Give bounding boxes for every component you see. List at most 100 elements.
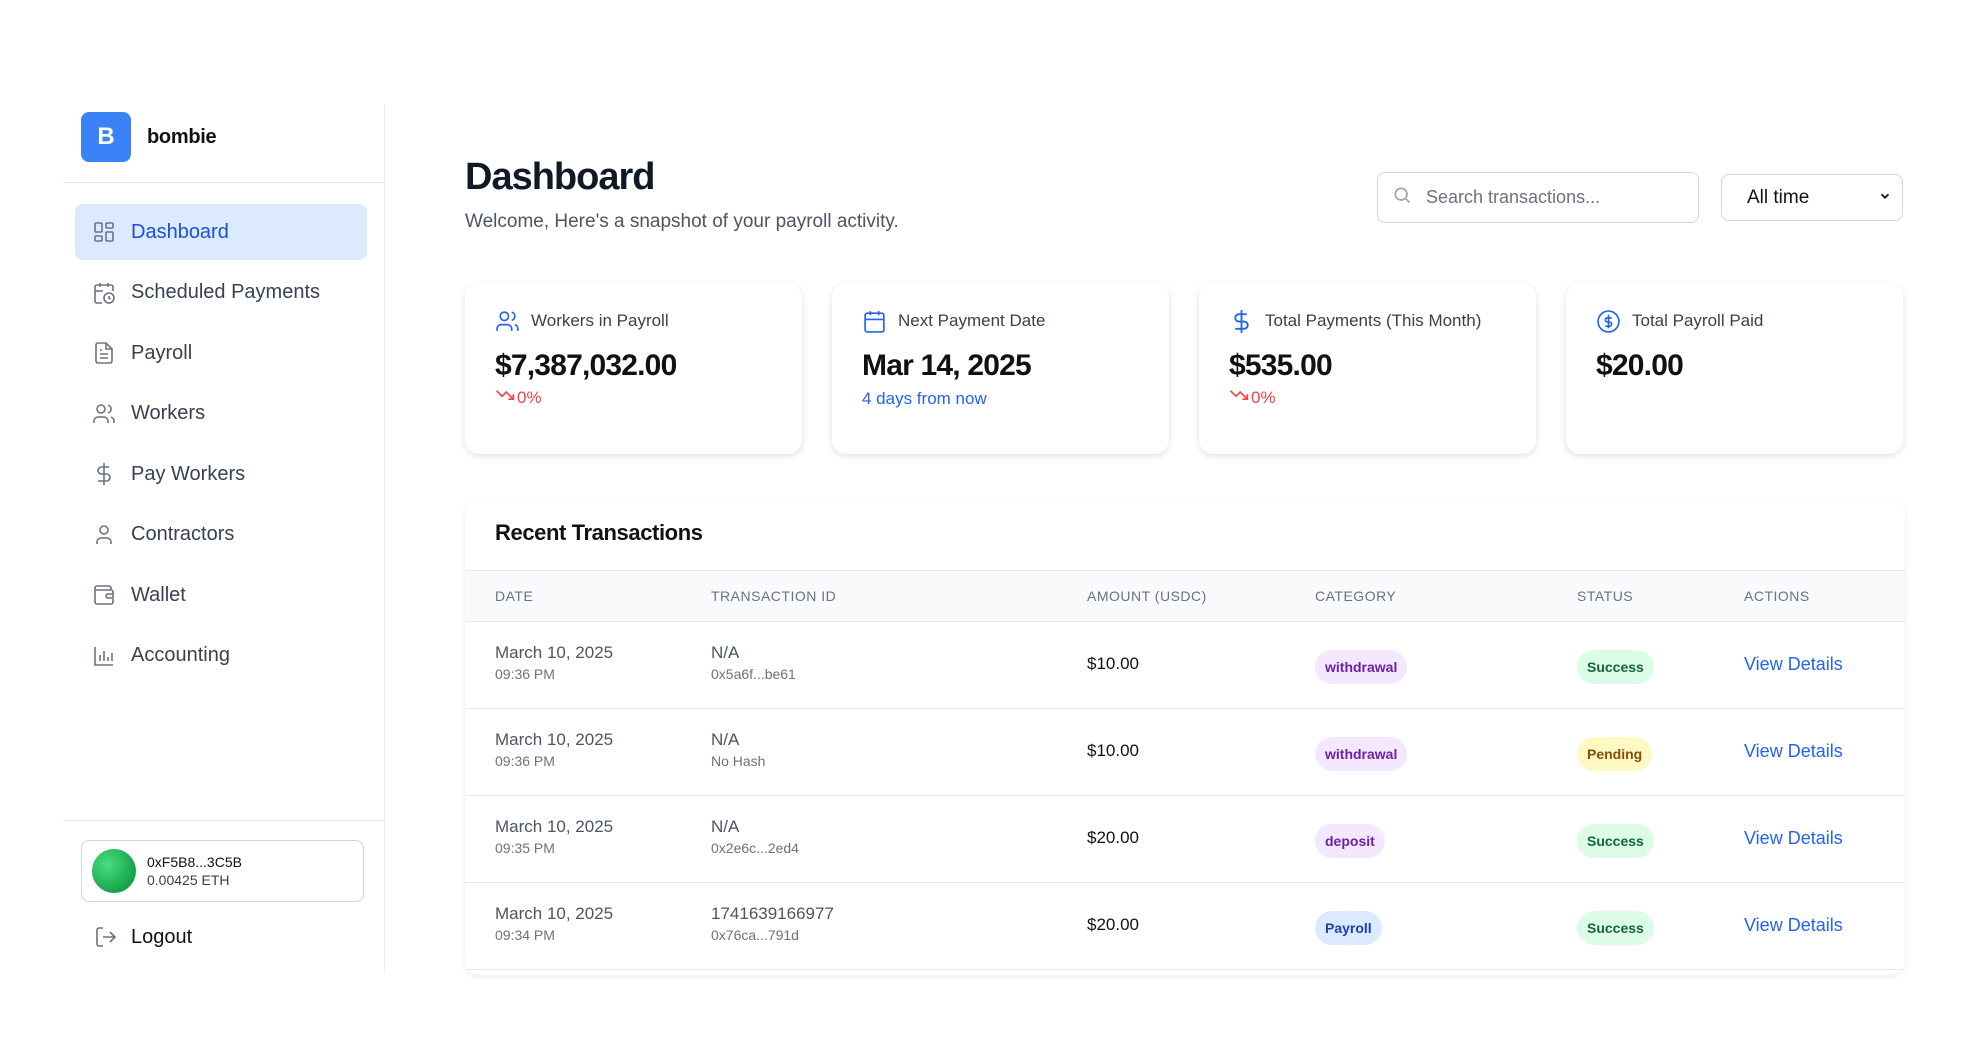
sidebar-item-label: Scheduled Payments — [131, 281, 321, 303]
stat-card-label: Next Payment Date — [898, 311, 1046, 330]
stat-card-value: Mar 14, 2025 — [862, 349, 1032, 382]
sidebar-item-scheduled-payments[interactable]: Scheduled Payments — [75, 265, 367, 321]
chevron-down-icon — [1878, 187, 1892, 209]
sidebar-item-workers[interactable]: Workers — [75, 386, 367, 442]
sidebar-item-wallet[interactable]: Wallet — [75, 567, 367, 623]
status-badge: Success — [1577, 911, 1654, 945]
logout-icon — [93, 924, 119, 950]
stat-card-total-payments: Total Payments (This Month) $535.00 0% — [1199, 283, 1536, 454]
sidebar-item-pay-workers[interactable]: Pay Workers — [75, 446, 367, 502]
stat-card-value: $20.00 — [1596, 349, 1684, 382]
tx-hash: No Hash — [711, 753, 766, 769]
dashboard-icon — [91, 219, 117, 245]
bar-chart-icon — [91, 643, 117, 669]
sidebar-item-payroll[interactable]: Payroll — [75, 325, 367, 381]
main-content: Dashboard Welcome, Here's a snapshot of … — [465, 0, 1905, 1061]
trend-down-icon — [495, 385, 517, 410]
stat-card-label: Total Payroll Paid — [1632, 311, 1764, 330]
sidebar-item-accounting[interactable]: Accounting — [75, 628, 367, 684]
tx-amount: $20.00 — [1087, 915, 1139, 934]
view-details-link[interactable]: View Details — [1744, 741, 1843, 761]
recent-transactions: Recent Transactions DATE TRANSACTION ID … — [465, 500, 1905, 975]
tx-amount: $10.00 — [1087, 654, 1139, 673]
wallet-icon — [91, 582, 117, 608]
column-header: STATUS — [1577, 588, 1634, 604]
tx-date: March 10, 2025 — [495, 904, 614, 923]
brand-name: bombie — [147, 125, 217, 148]
delta-value: 0% — [517, 387, 542, 407]
table-row: March 10, 2025 09:34 PM 1741639166977 0x76… — [465, 883, 1905, 970]
column-header: TRANSACTION ID — [711, 588, 837, 604]
wallet-address: 0xF5B8...3C5B — [147, 854, 242, 870]
tx-time: 09:34 PM — [495, 927, 555, 943]
sidebar: B bombie Dashboard Scheduled Payments Pa… — [63, 104, 385, 974]
table-row: March 10, 2025 09:36 PM N/A 0x5a6f...be61 … — [465, 622, 1905, 709]
search-box[interactable] — [1377, 172, 1699, 223]
document-icon — [91, 340, 117, 366]
stat-card-label: Workers in Payroll — [531, 311, 669, 330]
column-header: ACTIONS — [1744, 588, 1810, 604]
sidebar-item-label: Contractors — [131, 523, 235, 545]
stat-cards: Workers in Payroll $7,387,032.00 0% Next… — [465, 283, 1905, 454]
tx-time: 09:36 PM — [495, 666, 555, 682]
stat-card-label: Total Payments (This Month) — [1265, 311, 1482, 330]
status-badge: Pending — [1577, 737, 1653, 771]
tx-date: March 10, 2025 — [495, 817, 614, 836]
section-title: Recent Transactions — [495, 520, 703, 545]
category-badge: Payroll — [1315, 911, 1382, 945]
table-row: March 10, 2025 09:35 PM N/A 0x2e6c...2ed4 … — [465, 796, 1905, 883]
tx-time: 09:36 PM — [495, 753, 555, 769]
divider — [63, 820, 385, 821]
tx-hash: 0x76ca...791d — [711, 927, 799, 943]
tx-time: 09:35 PM — [495, 840, 555, 856]
view-details-link[interactable]: View Details — [1744, 828, 1843, 848]
brand[interactable]: B bombie — [81, 112, 217, 162]
logout-label: Logout — [131, 925, 193, 948]
tx-date: March 10, 2025 — [495, 730, 614, 749]
sidebar-item-label: Wallet — [131, 583, 186, 606]
search-input[interactable] — [1426, 187, 1686, 208]
stat-card-value: $535.00 — [1229, 349, 1333, 382]
status-badge: Success — [1577, 824, 1654, 858]
category-badge: withdrawal — [1315, 737, 1408, 771]
category-badge: deposit — [1315, 824, 1385, 858]
avatar — [92, 849, 136, 893]
wallet-card[interactable]: 0xF5B8...3C5B 0.00425 ETH — [81, 840, 364, 902]
users-icon — [495, 308, 521, 334]
sidebar-item-contractors[interactable]: Contractors — [75, 507, 367, 563]
tx-id: 1741639166977 — [711, 904, 834, 923]
time-range-select[interactable]: All time — [1721, 174, 1903, 221]
column-header: AMOUNT (USDC) — [1087, 588, 1207, 604]
stat-card-value: $7,387,032.00 — [495, 349, 677, 382]
wallet-balance: 0.00425 ETH — [147, 872, 230, 888]
page-title: Dashboard — [465, 156, 655, 198]
divider — [63, 182, 385, 183]
tx-id: N/A — [711, 730, 740, 749]
time-range-value: All time — [1747, 186, 1810, 208]
sidebar-item-label: Workers — [131, 402, 206, 424]
view-details-link[interactable]: View Details — [1744, 654, 1843, 674]
stat-card-delta: 0% — [495, 385, 772, 410]
tx-hash: 0x5a6f...be61 — [711, 666, 796, 682]
sidebar-item-label: Pay Workers — [131, 462, 246, 485]
sidebar-item-label: Accounting — [131, 644, 230, 666]
users-icon — [91, 401, 117, 427]
stat-card-note: 4 days from now — [862, 389, 987, 408]
view-details-link[interactable]: View Details — [1744, 915, 1843, 935]
column-header: DATE — [495, 588, 534, 604]
dollar-circle-icon — [1596, 308, 1622, 334]
sidebar-item-label: Dashboard — [131, 220, 229, 243]
tx-id: N/A — [711, 643, 740, 662]
stat-card-workers: Workers in Payroll $7,387,032.00 0% — [465, 283, 802, 454]
stat-card-total-payroll: Total Payroll Paid $20.00 — [1566, 283, 1903, 454]
sidebar-item-label: Payroll — [131, 341, 193, 364]
tx-id: N/A — [711, 817, 740, 836]
calendar-clock-icon — [91, 280, 117, 306]
search-icon — [1392, 185, 1412, 210]
sidebar-nav: Dashboard Scheduled Payments Payroll Wor… — [75, 204, 367, 688]
sidebar-item-dashboard[interactable]: Dashboard — [75, 204, 367, 260]
logout-button[interactable]: Logout — [93, 920, 192, 954]
delta-value: 0% — [1251, 387, 1276, 407]
table-header: DATE TRANSACTION ID AMOUNT (USDC) CATEGO… — [465, 570, 1905, 622]
trend-down-icon — [1229, 385, 1251, 410]
